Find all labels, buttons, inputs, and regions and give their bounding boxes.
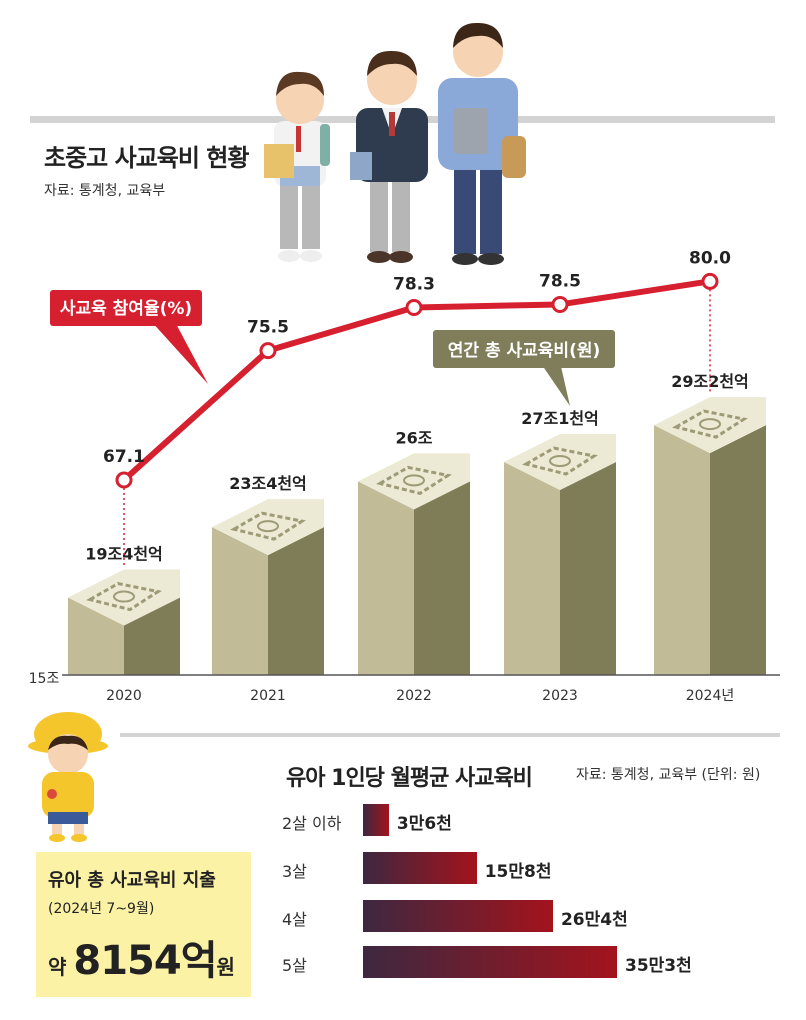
x-tick-label: 2022 bbox=[396, 688, 432, 704]
bar-top-face bbox=[358, 453, 470, 510]
bar-2021 bbox=[212, 499, 324, 675]
bar-side-face bbox=[560, 462, 616, 675]
student-middle bbox=[350, 50, 428, 263]
banknote-border bbox=[522, 446, 598, 476]
bar-value-label: 27조1천억 bbox=[521, 409, 599, 428]
age-label: 5살 bbox=[282, 956, 307, 975]
line-point bbox=[115, 471, 133, 489]
bar-front-face bbox=[654, 425, 710, 675]
age-label: 2살 이하 bbox=[282, 814, 342, 833]
bar-value-label: 26조 bbox=[396, 428, 433, 447]
axis-start-label: 15조 bbox=[29, 671, 60, 687]
students-illustration bbox=[264, 22, 526, 265]
infant-bar bbox=[363, 852, 477, 884]
infant-bar bbox=[363, 804, 389, 836]
infant-bar-value: 26만4천 bbox=[560, 910, 628, 930]
bar-2020 bbox=[68, 569, 180, 675]
banknote-stack-icon bbox=[376, 465, 452, 496]
bar-2022 bbox=[358, 453, 470, 675]
line-series-label: 사교육 참여율(%) bbox=[60, 298, 192, 319]
bar-2023 bbox=[504, 434, 616, 675]
bar-front-face bbox=[212, 527, 268, 675]
infant-bar bbox=[363, 900, 553, 932]
bar-side-face bbox=[268, 527, 324, 675]
summary-period: (2024년 7~9월) bbox=[48, 901, 155, 917]
summary-unit: 원 bbox=[216, 955, 235, 979]
summary-prefix: 약 bbox=[48, 955, 74, 979]
x-tick-label: 2024년 bbox=[686, 688, 735, 704]
infant-bar bbox=[363, 946, 617, 978]
banknote-border bbox=[230, 511, 306, 541]
bar-side-face bbox=[124, 597, 180, 675]
bar-front-face bbox=[68, 597, 124, 675]
age-label: 4살 bbox=[282, 910, 307, 929]
infant-bar-value: 15만8천 bbox=[484, 862, 552, 882]
banknote-stack-icon bbox=[672, 409, 748, 439]
line-point bbox=[259, 342, 277, 360]
banknote-stack-icon bbox=[230, 511, 306, 541]
kindergartener-illustration bbox=[28, 712, 108, 842]
line-point bbox=[405, 299, 423, 317]
chart-source: 자료: 통계청, 교육부 bbox=[44, 183, 166, 199]
infant-bar-value: 35만3천 bbox=[625, 956, 692, 976]
bar-value-label: 23조4천억 bbox=[229, 474, 307, 493]
bar-top-face bbox=[212, 499, 324, 556]
line-value-label: 75.5 bbox=[247, 318, 289, 338]
summary-amount: 약 8154억원 bbox=[48, 928, 235, 986]
student-high bbox=[438, 22, 526, 265]
bar-side-face bbox=[414, 481, 470, 675]
banknote-stack-icon bbox=[522, 446, 598, 476]
section-divider bbox=[120, 733, 780, 737]
bar-value-label: 29조2천억 bbox=[671, 372, 749, 391]
banknote-seal bbox=[257, 520, 279, 533]
banknote-seal bbox=[699, 418, 721, 431]
bar-front-face bbox=[358, 481, 414, 675]
infant-chart-title: 유아 1인당 월평균 사교육비 bbox=[286, 766, 533, 791]
x-tick-label: 2021 bbox=[250, 688, 286, 704]
x-tick-label: 2023 bbox=[542, 688, 578, 704]
line-value-label: 80.0 bbox=[689, 248, 731, 268]
student-elementary bbox=[264, 71, 330, 262]
chart-title: 초중고 사교육비 현황 bbox=[44, 144, 249, 172]
bar-front-face bbox=[504, 462, 560, 675]
bar-2024년 bbox=[654, 397, 766, 675]
infant-bar-value: 3만6천 bbox=[396, 814, 452, 834]
line-point bbox=[551, 295, 569, 313]
bar-series-label: 연간 총 사교육비(원) bbox=[448, 341, 601, 361]
bar-top-face bbox=[504, 434, 616, 491]
banknote-border bbox=[672, 409, 748, 439]
line-value-label: 78.5 bbox=[539, 271, 581, 291]
banknote-seal bbox=[549, 455, 571, 468]
age-label: 3살 bbox=[282, 862, 307, 881]
infant-chart-source: 자료: 통계청, 교육부 (단위: 원) bbox=[576, 767, 761, 783]
banknote-border bbox=[376, 465, 452, 496]
banknote-stack-icon bbox=[86, 581, 162, 612]
bar-series-callout: 연간 총 사교육비(원) bbox=[433, 330, 615, 406]
line-value-label: 67.1 bbox=[103, 447, 145, 467]
banknote-border bbox=[86, 581, 162, 612]
summary-number: 8154억 bbox=[73, 938, 217, 984]
summary-title: 유아 총 사교육비 지출 bbox=[48, 870, 216, 891]
x-tick-label: 2020 bbox=[106, 688, 142, 704]
banknote-seal bbox=[113, 590, 135, 603]
line-point bbox=[701, 272, 719, 290]
bar-top-face bbox=[654, 397, 766, 454]
summary-box bbox=[36, 852, 251, 997]
bar-top-face bbox=[68, 569, 180, 626]
line-value-label: 78.3 bbox=[393, 275, 435, 295]
banknote-seal bbox=[403, 474, 425, 487]
line-series-callout: 사교육 참여율(%) bbox=[50, 290, 208, 384]
bar-side-face bbox=[710, 425, 766, 675]
